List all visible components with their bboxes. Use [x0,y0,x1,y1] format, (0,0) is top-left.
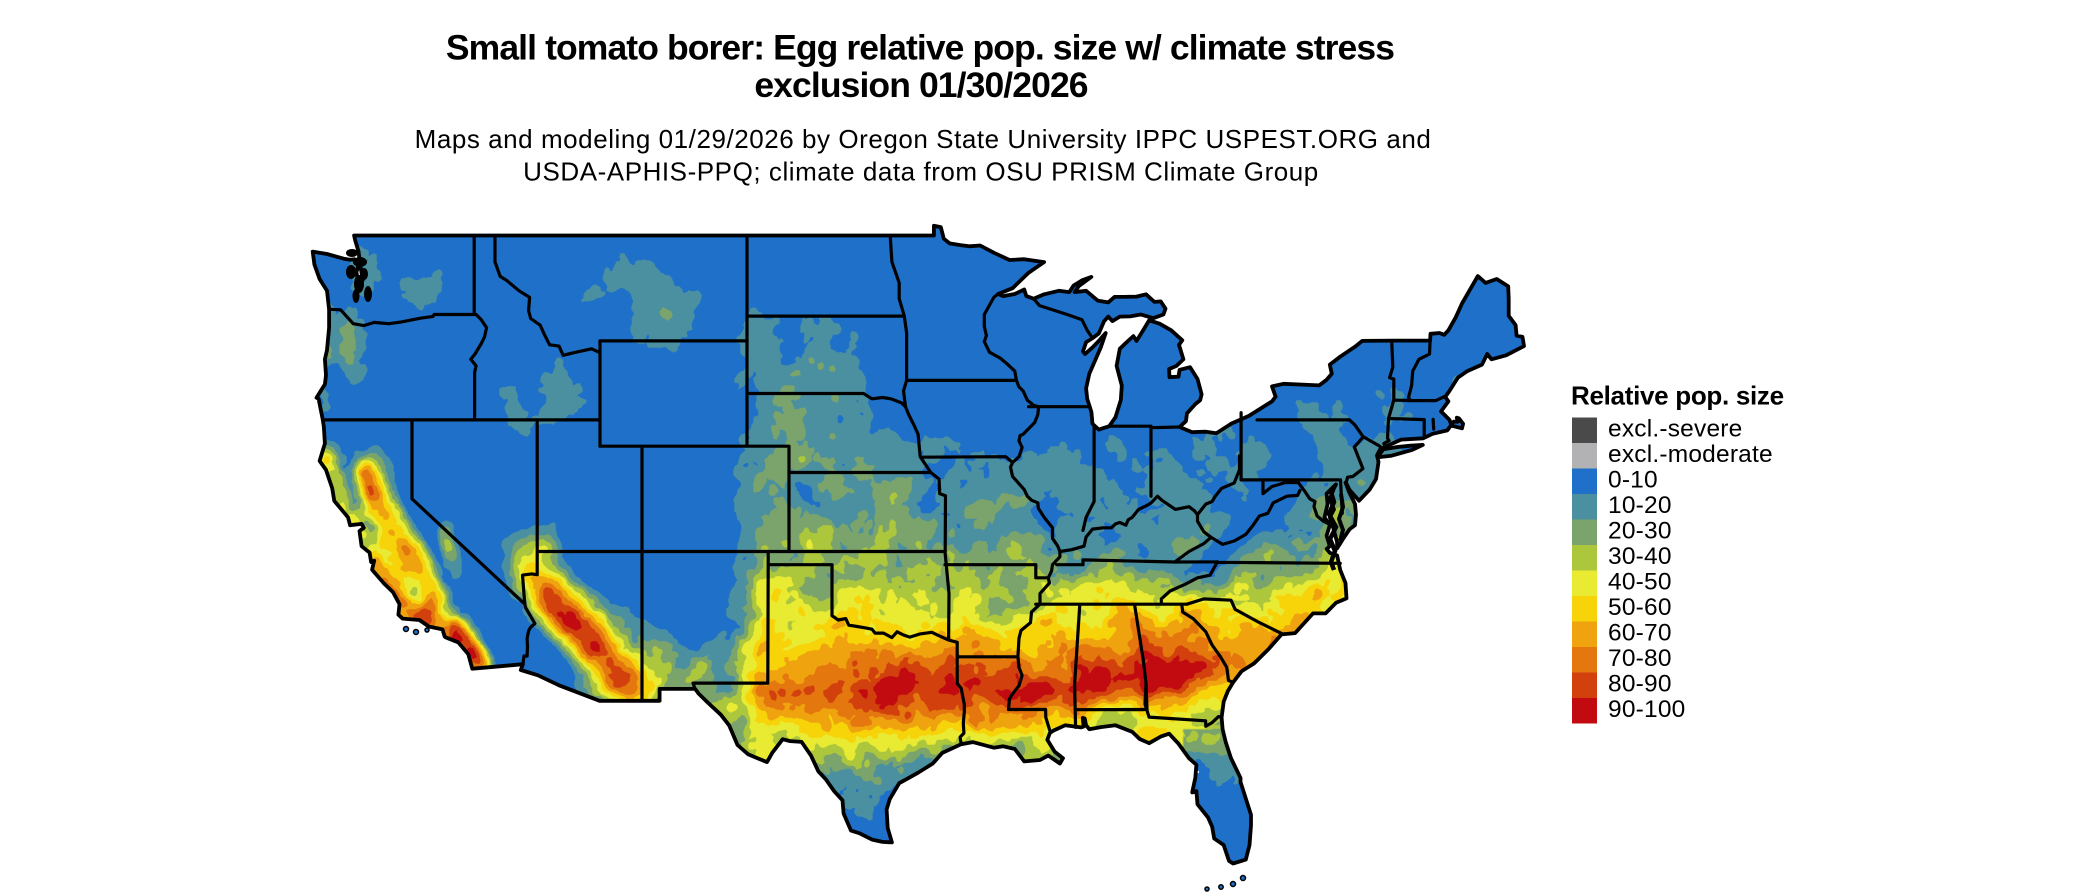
svg-text:exclusion 01/30/2026: exclusion 01/30/2026 [754,65,1087,105]
svg-text:10-20: 10-20 [1608,492,1672,519]
svg-text:70-80: 70-80 [1608,645,1672,672]
svg-text:excl.-moderate: excl.-moderate [1608,441,1773,468]
svg-text:Small tomato borer: Egg relati: Small tomato borer: Egg relative pop. si… [446,27,1394,67]
svg-text:80-90: 80-90 [1608,671,1672,698]
svg-text:Maps and modeling 01/29/2026 b: Maps and modeling 01/29/2026 by Oregon S… [415,124,1432,154]
svg-text:20-30: 20-30 [1608,518,1672,545]
svg-text:60-70: 60-70 [1608,620,1672,647]
svg-text:excl.-severe: excl.-severe [1608,416,1742,443]
svg-text:USDA-APHIS-PPQ; climate data f: USDA-APHIS-PPQ; climate data from OSU PR… [523,157,1319,187]
svg-text:30-40: 30-40 [1608,543,1672,570]
svg-text:0-10: 0-10 [1608,467,1658,494]
svg-text:40-50: 40-50 [1608,569,1672,596]
svg-text:Relative pop. size: Relative pop. size [1571,381,1784,411]
svg-text:90-100: 90-100 [1608,696,1686,723]
svg-text:50-60: 50-60 [1608,594,1672,621]
